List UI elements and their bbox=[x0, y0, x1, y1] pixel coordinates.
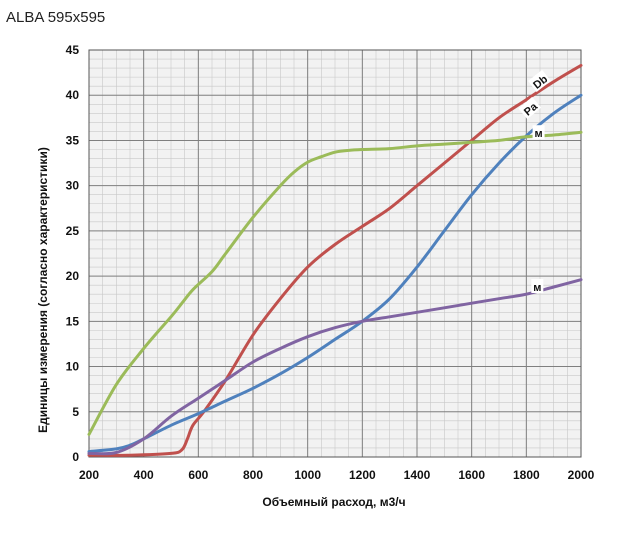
x-axis-label: Объемный расход, м3/ч bbox=[262, 495, 405, 509]
series-label-text: м bbox=[535, 128, 543, 140]
y-tick-label: 45 bbox=[66, 43, 80, 57]
series-label-text: м bbox=[533, 282, 541, 294]
x-tick-label: 200 bbox=[79, 468, 99, 482]
plot-border bbox=[88, 49, 582, 458]
x-tick-label: 800 bbox=[243, 468, 263, 482]
major-grid bbox=[88, 49, 582, 458]
y-tick-label: 20 bbox=[66, 269, 80, 283]
chart-title: ALBA 595x595 bbox=[6, 9, 105, 26]
x-tick-label: 400 bbox=[134, 468, 154, 482]
series-label-bg bbox=[532, 125, 545, 140]
series-label-bg bbox=[531, 279, 544, 293]
series-label-bg bbox=[518, 96, 542, 120]
x-tick-label: 1000 bbox=[294, 468, 321, 482]
y-axis-label: Единицы измерения (согласно характеристи… bbox=[36, 147, 50, 433]
y-axis-ticks: 0 5 10 15 20 25 30 35 40 45 bbox=[66, 43, 80, 464]
x-tick-label: 1400 bbox=[404, 468, 431, 482]
series-line-2 bbox=[87, 130, 583, 436]
x-tick-label: 2000 bbox=[568, 468, 595, 482]
y-tick-label: 5 bbox=[72, 405, 79, 419]
y-tick-label: 0 bbox=[72, 450, 79, 464]
y-tick-label: 15 bbox=[66, 314, 80, 328]
x-axis-ticks: 200 400 600 800 1000 1200 1400 1600 1800 2000 bbox=[79, 468, 595, 482]
y-tick-label: 40 bbox=[66, 88, 80, 102]
x-tick-label: 1800 bbox=[513, 468, 540, 482]
x-tick-label: 1200 bbox=[349, 468, 376, 482]
y-tick-label: 30 bbox=[66, 179, 80, 193]
x-tick-label: 1600 bbox=[458, 468, 485, 482]
series-lines bbox=[87, 63, 583, 457]
y-tick-label: 25 bbox=[66, 224, 80, 238]
series-label-3: м bbox=[531, 279, 544, 294]
y-tick-label: 35 bbox=[66, 133, 80, 147]
series-line-0 bbox=[87, 63, 583, 457]
series-label-2: м bbox=[532, 125, 545, 140]
x-tick-label: 600 bbox=[188, 468, 208, 482]
series-label-bg bbox=[527, 69, 551, 92]
series-line-3 bbox=[87, 278, 583, 456]
y-tick-label: 10 bbox=[66, 360, 80, 374]
